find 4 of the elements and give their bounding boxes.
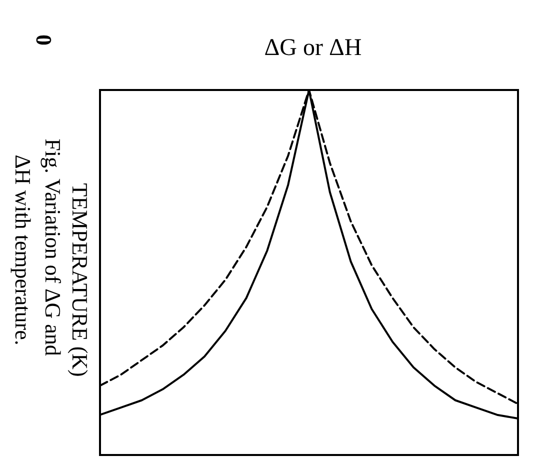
y-axis-title: TEMPERATURE (K) [68, 183, 92, 377]
text: 0 [32, 34, 56, 46]
x-axis-title: ΔG or ΔH [264, 35, 362, 61]
text: Fig. Variation of ΔG and ΔH with temperature. [10, 138, 66, 362]
